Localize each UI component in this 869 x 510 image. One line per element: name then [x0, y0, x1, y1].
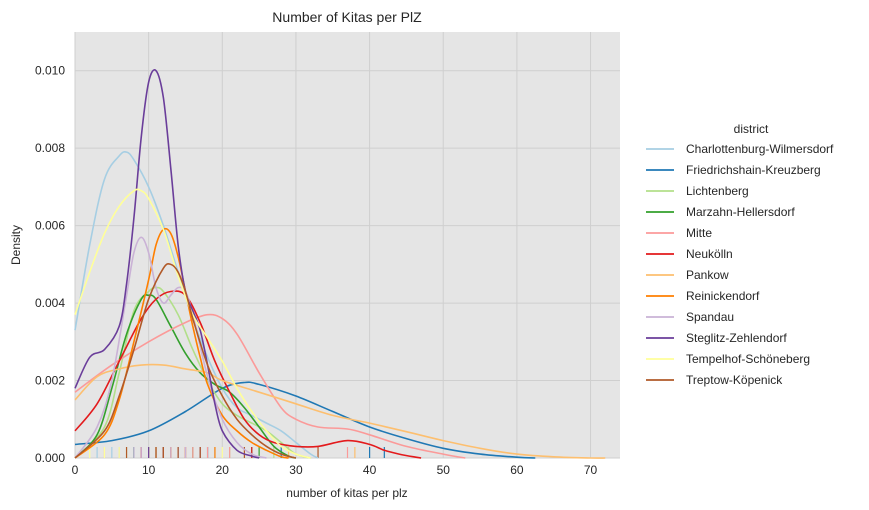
grid-lines — [74, 32, 620, 459]
legend-label-treptow-kopenick: Treptow-Köpenick — [686, 373, 783, 387]
density-line-pankow — [74, 363, 606, 459]
legend: district Charlottenburg-Wilmersdorf Fried… — [646, 122, 834, 387]
plot-area — [75, 32, 620, 458]
y-axis-ticks: 0.000 0.002 0.004 0.006 0.008 0.010 — [35, 64, 65, 465]
legend-label-friedrichshain-kreuzberg: Friedrichshain-Kreuzberg — [686, 163, 821, 177]
x-tick-label: 0 — [72, 463, 79, 477]
y-tick-label: 0.010 — [35, 64, 65, 78]
legend-label-charlottenburg-wilmersdorf: Charlottenburg-Wilmersdorf — [686, 142, 834, 156]
legend-label-lichtenberg: Lichtenberg — [686, 184, 749, 198]
density-line-spandau — [74, 236, 267, 459]
density-line-steglitz-zehlendorf — [74, 69, 260, 459]
y-tick-label: 0.000 — [35, 451, 65, 465]
x-tick-label: 50 — [437, 463, 451, 477]
x-tick-label: 20 — [216, 463, 230, 477]
legend-label-steglitz-zehlendorf: Steglitz-Zehlendorf — [686, 331, 787, 345]
legend-label-tempelhof-schoneberg: Tempelhof-Schöneberg — [686, 352, 810, 366]
legend-label-marzahn-hellersdorf: Marzahn-Hellersdorf — [686, 205, 795, 219]
legend-label-pankow: Pankow — [686, 268, 729, 282]
density-curves — [74, 69, 606, 459]
legend-label-reinickendorf: Reinickendorf — [686, 289, 760, 303]
density-line-tempelhof-schoneberg — [74, 188, 311, 459]
legend-label-neukolln: Neukölln — [686, 247, 733, 261]
x-tick-label: 30 — [289, 463, 303, 477]
x-tick-label: 60 — [510, 463, 524, 477]
legend-title: district — [734, 122, 769, 136]
x-axis-ticks: 0 10 20 30 40 50 60 70 — [72, 463, 598, 477]
legend-label-spandau: Spandau — [686, 310, 734, 324]
legend-items: Charlottenburg-Wilmersdorf Friedrichshain… — [646, 142, 834, 387]
x-tick-label: 40 — [363, 463, 377, 477]
x-tick-label: 70 — [584, 463, 598, 477]
chart-title: Number of Kitas per PlZ — [272, 9, 422, 25]
y-tick-label: 0.002 — [35, 374, 65, 388]
density-line-friedrichshain-kreuzberg — [74, 381, 536, 459]
x-axis-label: number of kitas per plz — [286, 486, 407, 500]
y-tick-label: 0.004 — [35, 296, 65, 310]
density-line-neukolln — [74, 290, 422, 459]
density-line-marzahn-hellersdorf — [74, 294, 297, 459]
y-tick-label: 0.008 — [35, 141, 65, 155]
density-line-mitte — [74, 313, 466, 459]
y-tick-label: 0.006 — [35, 219, 65, 233]
legend-label-mitte: Mitte — [686, 226, 712, 240]
density-line-treptow-kopenick — [74, 262, 297, 459]
y-axis-label: Density — [9, 225, 23, 265]
x-tick-label: 10 — [142, 463, 156, 477]
